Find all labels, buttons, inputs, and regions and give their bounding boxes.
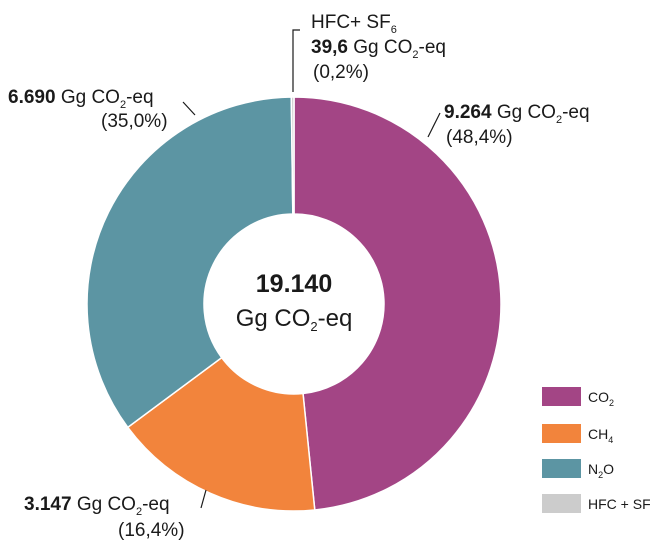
center-total-unit: Gg CO2-eq: [236, 305, 353, 334]
donut-hole: [204, 214, 384, 394]
legend-label-ch4: CH4: [588, 426, 613, 445]
label-ch4-value: 3.147 Gg CO2-eq: [24, 494, 170, 518]
label-co2-value: 9.264 Gg CO2-eq: [444, 102, 590, 126]
legend-swatch-co2: [542, 387, 581, 406]
label-ch4-pct: (16,4%): [118, 520, 185, 541]
label-ch4: 3.147 Gg CO2-eq (16,4%): [24, 494, 185, 541]
label-hfc-pct: (0,2%): [313, 62, 369, 83]
leader-line-ch4: [200, 489, 207, 509]
donut-slices: [86, 96, 502, 512]
leader-line-co2: [427, 112, 441, 138]
legend: CO2 CH4 N2O HFC + SF6: [542, 387, 650, 515]
legend-label-n2o: N2O: [588, 461, 614, 480]
label-hfc-value: 39,6 Gg CO2-eq: [311, 37, 446, 61]
label-n2o-value: 6.690 Gg CO2-eq: [8, 87, 154, 111]
label-hfc-title: HFC+ SF6: [311, 12, 397, 36]
leader-lines: [182, 29, 441, 509]
center-total-value: 19.140: [256, 270, 332, 298]
legend-swatch-n2o: [542, 459, 581, 478]
label-hfc: HFC+ SF6 39,6 Gg CO2-eq (0,2%): [311, 12, 446, 83]
legend-swatch-ch4: [542, 424, 581, 443]
leader-line-n2o: [182, 101, 196, 116]
legend-swatch-hfc: [542, 494, 581, 513]
leader-line-hfc: [292, 29, 300, 92]
label-co2-pct: (48,4%): [446, 127, 513, 148]
label-n2o-pct: (35,0%): [101, 111, 168, 132]
label-n2o: 6.690 Gg CO2-eq (35,0%): [8, 87, 168, 132]
legend-label-hfc: HFC + SF6: [588, 496, 650, 515]
legend-label-co2: CO2: [588, 389, 614, 408]
label-co2: 9.264 Gg CO2-eq (48,4%): [444, 102, 590, 148]
